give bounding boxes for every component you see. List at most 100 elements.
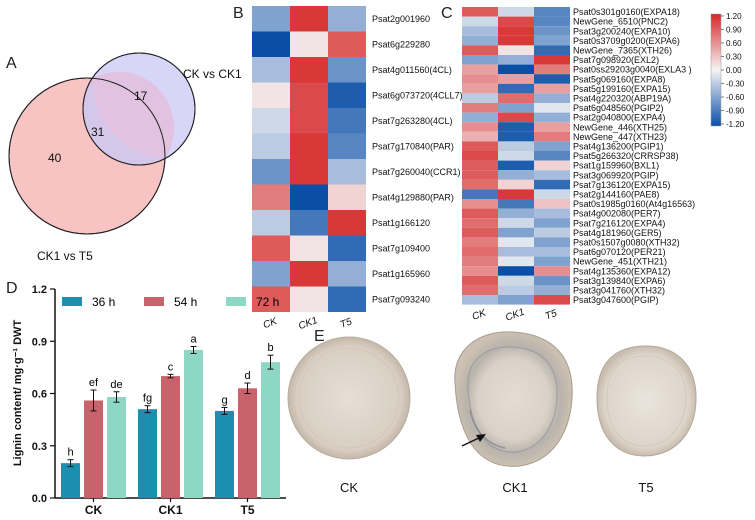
heatmap-b-cell xyxy=(290,235,328,261)
heatmap-c-cell xyxy=(498,275,534,286)
heatmap-c-cell xyxy=(498,285,534,295)
heatmap-c-column-label: CK1 xyxy=(504,307,526,324)
significance-letter: b xyxy=(267,342,273,354)
heatmap-b-gene-label: Psat7g109400 xyxy=(372,243,430,253)
heatmap-c-cell xyxy=(462,179,498,190)
panel-label-b: B xyxy=(233,5,244,22)
heatmap-c-cell xyxy=(534,103,570,113)
heatmap-c-gene-label: Psat0ss29203g0040(EXLA3 ) xyxy=(573,65,692,75)
y-tick-label: 0.0 xyxy=(32,493,47,505)
heatmap-c-cell xyxy=(534,275,570,286)
arrow-indicator xyxy=(461,434,486,447)
heatmap-c-gene-label: Psat4g135360(EXPA12) xyxy=(573,266,670,276)
heatmap-c-cell xyxy=(534,179,570,190)
heatmap-c-cell xyxy=(534,247,570,257)
significance-letter: h xyxy=(67,447,73,459)
section-label-ck: CK xyxy=(340,480,358,495)
heatmap-c-cell xyxy=(534,83,570,94)
heatmap-b-gene-label: Psat6g229280 xyxy=(372,39,430,49)
heatmap-c-cell xyxy=(534,55,570,65)
heatmap-c-cell xyxy=(498,35,534,46)
heatmap-b-cell xyxy=(252,235,290,261)
heatmap-c-cell xyxy=(534,218,570,228)
heatmap-c-cell xyxy=(534,131,570,142)
heatmap-c-gene-label: Psat2g040800(EXPA4) xyxy=(573,113,665,123)
heatmap-c-cell xyxy=(498,151,534,161)
section-ck1 xyxy=(454,331,573,467)
heatmap-b-cell xyxy=(252,261,290,287)
heatmap-b-gene-label: Psat4g129880(PAR) xyxy=(372,192,454,202)
heatmap-c-gene-label: Psat7g098920(EXL2) xyxy=(573,55,659,65)
heatmap-c-cell xyxy=(462,122,498,132)
heatmap-b-cell xyxy=(252,184,290,210)
heatmap-c-gene-label: Psat4g136200(PGIP1) xyxy=(573,142,664,152)
heatmap-b-cell xyxy=(290,286,328,312)
heatmap-c-gene-label: Psat5g199160(EXPA15) xyxy=(573,84,670,94)
heatmap-b-cell xyxy=(328,235,366,261)
heatmap-c-cell xyxy=(534,122,570,132)
heatmap-c-column-label: CK xyxy=(471,307,489,323)
heatmap-c-gene-label: Psat3g200240(EXPA10) xyxy=(573,26,670,36)
heatmap-c-cell xyxy=(534,227,570,238)
heatmap-c-cell xyxy=(462,35,498,46)
bar-chart: 0.0 0.3 0.6 0.9 1.2 h ef de CK fg c a CK1 g d b T5 36 h… xyxy=(12,284,286,517)
heatmap-c-gene-label: Psat5g266320(CRRSP38) xyxy=(573,151,679,161)
significance-letter: a xyxy=(190,333,197,345)
significance-letter: g xyxy=(221,394,227,406)
heatmap-c-cell xyxy=(534,26,570,36)
heatmap-b-cell xyxy=(328,210,366,236)
venn-only-bottom: 40 xyxy=(48,151,62,165)
colorbar-tick-label: -0.30 xyxy=(726,80,745,89)
heatmap-c-cell xyxy=(498,7,534,17)
heatmap-b-gene-label: Psat7g093240 xyxy=(372,294,430,304)
bar xyxy=(84,400,103,498)
heatmap-b-cell xyxy=(290,82,328,108)
heatmap-c-cell xyxy=(498,189,534,199)
legend-swatch xyxy=(144,297,164,306)
heatmap-c-gene-label: Psat0s1985g0160(At4g16563) xyxy=(573,199,695,209)
heatmap-c-cell xyxy=(534,285,570,295)
heatmap-b: Psat2g001960 Psat6g229280 Psat4g011560(4CL… xyxy=(252,6,463,332)
heatmap-c-gene-label: Psat0s3709g0200(EXPA6) xyxy=(573,36,680,46)
bar xyxy=(138,409,157,498)
bar xyxy=(161,376,180,498)
legend: 36 h 54 h 72 h xyxy=(62,295,279,309)
x-category-label: CK xyxy=(85,503,103,515)
heatmap-c-gene-label: Psat4g002080(PER7) xyxy=(573,209,661,219)
venn-only-top: 17 xyxy=(134,89,148,103)
heatmap-c-cell xyxy=(462,170,498,180)
heatmap-c-cell xyxy=(498,93,534,103)
colorbar-tick-label: 1.20 xyxy=(726,12,742,21)
heatmap-c-cell xyxy=(462,26,498,36)
heatmap-c-cell xyxy=(498,266,534,276)
heatmap-c-cell xyxy=(462,131,498,142)
heatmap-c-gene-label: Psat7g216120(EXPA4) xyxy=(573,218,665,228)
heatmap-c-cell xyxy=(534,7,570,17)
heatmap-c-cell xyxy=(498,141,534,151)
heatmap-c-cell xyxy=(462,295,498,305)
heatmap-c-cell xyxy=(534,45,570,55)
heatmap-c-gene-label: Psat4g220320(ABP19A) xyxy=(573,94,671,104)
heatmap-c-cell xyxy=(462,227,498,238)
heatmap-b-cell xyxy=(328,133,366,159)
colorbar-gradient xyxy=(710,13,722,127)
heatmap-c-gene-label: Psat6g048560(PGIP2) xyxy=(573,103,664,113)
bar xyxy=(238,388,257,498)
heatmap-b-column-label: CK xyxy=(262,316,280,332)
heatmap-b-cell xyxy=(290,108,328,134)
legend-swatch xyxy=(226,297,246,306)
heatmap-b-gene-label: Psat1g166120 xyxy=(372,218,430,228)
heatmap-c-cell xyxy=(534,35,570,46)
heatmap-c-cell xyxy=(534,256,570,267)
venn-overlap xyxy=(92,71,175,159)
heatmap-c-cell xyxy=(462,7,498,17)
colorbar-tick-label: -1.20 xyxy=(726,120,745,129)
heatmap-c-cell xyxy=(534,160,570,171)
venn-overlap-count: 31 xyxy=(91,125,105,139)
heatmap-c-gene-label: NewGene_447(XTH23) xyxy=(573,132,667,142)
heatmap-c-cell xyxy=(534,208,570,219)
heatmap-b-cell xyxy=(252,108,290,134)
heatmap-c-cell xyxy=(498,131,534,142)
heatmap-c-cell xyxy=(534,266,570,276)
heatmap-c-cell xyxy=(462,93,498,103)
